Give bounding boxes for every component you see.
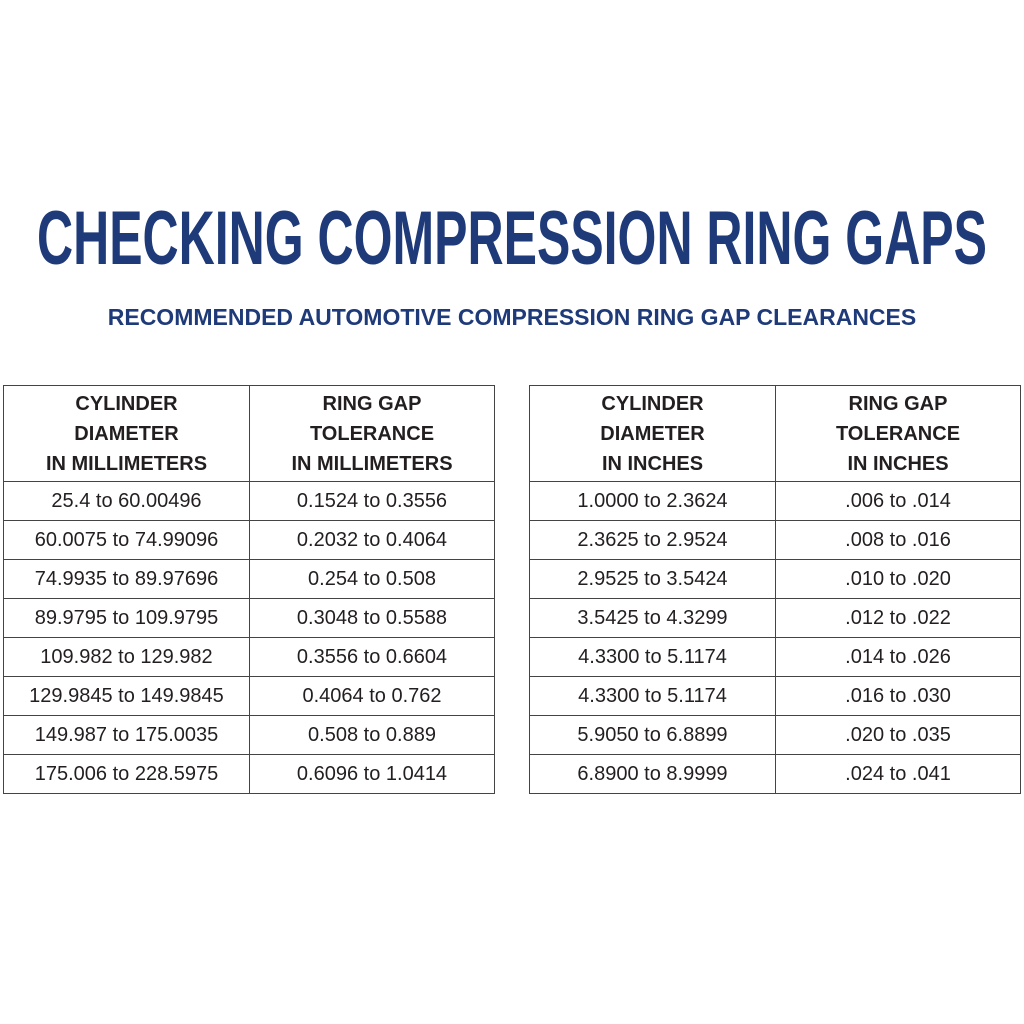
table-row: 74.9935 to 89.97696 0.254 to 0.508 bbox=[3, 559, 495, 599]
ring-gap-cell: 0.254 to 0.508 bbox=[249, 559, 495, 599]
column-header-line: RING GAP bbox=[322, 392, 422, 415]
table-header-row: CYLINDER DIAMETER IN INCHES RING GAP TOLERAN… bbox=[529, 385, 1021, 482]
table-row: 149.987 to 175.0035 0.508 to 0.889 bbox=[3, 715, 495, 755]
table-row: 4.3300 to 5.1174.016 to .030 bbox=[529, 676, 1021, 716]
cylinder-diameter-cell: 89.9795 to 109.9795 bbox=[3, 598, 250, 638]
column-header-line: IN INCHES bbox=[601, 452, 704, 475]
ring-gap-cell: 0.2032 to 0.4064 bbox=[249, 520, 495, 560]
column-header-line: CYLINDER bbox=[75, 392, 178, 415]
column-header-line: TOLERANCE bbox=[835, 422, 961, 445]
table-row: 6.8900 to 8.9999.024 to .041 bbox=[529, 754, 1021, 794]
ring-gap-cell: .010 to .020 bbox=[775, 559, 1021, 599]
cylinder-diameter-cell: 60.0075 to 74.99096 bbox=[3, 520, 250, 560]
cylinder-diameter-cell: 4.3300 to 5.1174 bbox=[529, 676, 776, 716]
metric-table: CYLINDER DIAMETER IN MILLIMETERS RING GAP TO… bbox=[3, 385, 495, 794]
ring-gap-cell: 0.3556 to 0.6604 bbox=[249, 637, 495, 677]
ring-gap-cell: 0.1524 to 0.3556 bbox=[249, 481, 495, 521]
column-header-line: CYLINDER bbox=[601, 392, 704, 415]
ring-gap-cell: .014 to .026 bbox=[775, 637, 1021, 677]
ring-gap-cell: .016 to .030 bbox=[775, 676, 1021, 716]
table-row: 175.006 to 228.5975 0.6096 to 1.0414 bbox=[3, 754, 495, 794]
column-header-line: TOLERANCE bbox=[309, 422, 435, 445]
column-header-line: DIAMETER bbox=[74, 422, 179, 445]
table-row: 2.3625 to 2.9524.008 to .016 bbox=[529, 520, 1021, 560]
table-row: 1.0000 to 2.3624.006 to .014 bbox=[529, 481, 1021, 521]
table-row: 3.5425 to 4.3299.012 to .022 bbox=[529, 598, 1021, 638]
table-row: 60.0075 to 74.99096 0.2032 to 0.4064 bbox=[3, 520, 495, 560]
cylinder-diameter-cell: 129.9845 to 149.9845 bbox=[3, 676, 250, 716]
inch-table: CYLINDER DIAMETER IN INCHES RING GAP TOLERAN… bbox=[529, 385, 1021, 794]
table-header-row: CYLINDER DIAMETER IN MILLIMETERS RING GAP TO… bbox=[3, 385, 495, 482]
cylinder-diameter-cell: 2.3625 to 2.9524 bbox=[529, 520, 776, 560]
cylinder-diameter-cell: 1.0000 to 2.3624 bbox=[529, 481, 776, 521]
column-header: RING GAP TOLERANCE IN INCHES bbox=[775, 385, 1021, 482]
column-header: CYLINDER DIAMETER IN MILLIMETERS bbox=[3, 385, 250, 482]
table-row: 129.9845 to 149.9845 0.4064 to 0.762 bbox=[3, 676, 495, 716]
ring-gap-cell: 0.4064 to 0.762 bbox=[249, 676, 495, 716]
cylinder-diameter-cell: 25.4 to 60.00496 bbox=[3, 481, 250, 521]
ring-gap-cell: 0.3048 to 0.5588 bbox=[249, 598, 495, 638]
cylinder-diameter-cell: 109.982 to 129.982 bbox=[3, 637, 250, 677]
ring-gap-cell: .006 to .014 bbox=[775, 481, 1021, 521]
table-row: 4.3300 to 5.1174.014 to .026 bbox=[529, 637, 1021, 677]
column-header-line: IN INCHES bbox=[847, 452, 949, 475]
ring-gap-cell: .020 to .035 bbox=[775, 715, 1021, 755]
page-title-text: CHECKING COMPRESSION RING GAPS bbox=[37, 196, 987, 276]
ring-gap-cell: .008 to .016 bbox=[775, 520, 1021, 560]
ring-gap-cell: .024 to .041 bbox=[775, 754, 1021, 794]
cylinder-diameter-cell: 149.987 to 175.0035 bbox=[3, 715, 250, 755]
column-header-line: IN MILLIMETERS bbox=[291, 452, 453, 475]
cylinder-diameter-cell: 74.9935 to 89.97696 bbox=[3, 559, 250, 599]
table-row: 5.9050 to 6.8899.020 to .035 bbox=[529, 715, 1021, 755]
page-subtitle: RECOMMENDED AUTOMOTIVE COMPRESSION RING … bbox=[107, 304, 917, 330]
cylinder-diameter-cell: 5.9050 to 6.8899 bbox=[529, 715, 776, 755]
table-row: 89.9795 to 109.9795 0.3048 to 0.5588 bbox=[3, 598, 495, 638]
ring-gap-cell: 0.508 to 0.889 bbox=[249, 715, 495, 755]
cylinder-diameter-cell: 3.5425 to 4.3299 bbox=[529, 598, 776, 638]
table-row: 2.9525 to 3.5424.010 to .020 bbox=[529, 559, 1021, 599]
cylinder-diameter-cell: 6.8900 to 8.9999 bbox=[529, 754, 776, 794]
column-header: CYLINDER DIAMETER IN INCHES bbox=[529, 385, 776, 482]
cylinder-diameter-cell: 2.9525 to 3.5424 bbox=[529, 559, 776, 599]
column-header-line: RING GAP bbox=[848, 392, 948, 415]
column-header: RING GAP TOLERANCE IN MILLIMETERS bbox=[249, 385, 495, 482]
column-header-line: IN MILLIMETERS bbox=[45, 452, 208, 475]
ring-gap-cell: 0.6096 to 1.0414 bbox=[249, 754, 495, 794]
page-title: CHECKING COMPRESSION RING GAPS bbox=[37, 196, 987, 276]
column-header-line: DIAMETER bbox=[600, 422, 705, 445]
table-row: 109.982 to 129.982 0.3556 to 0.6604 bbox=[3, 637, 495, 677]
cylinder-diameter-cell: 4.3300 to 5.1174 bbox=[529, 637, 776, 677]
table-row: 25.4 to 60.00496 0.1524 to 0.3556 bbox=[3, 481, 495, 521]
ring-gap-cell: .012 to .022 bbox=[775, 598, 1021, 638]
cylinder-diameter-cell: 175.006 to 228.5975 bbox=[3, 754, 250, 794]
